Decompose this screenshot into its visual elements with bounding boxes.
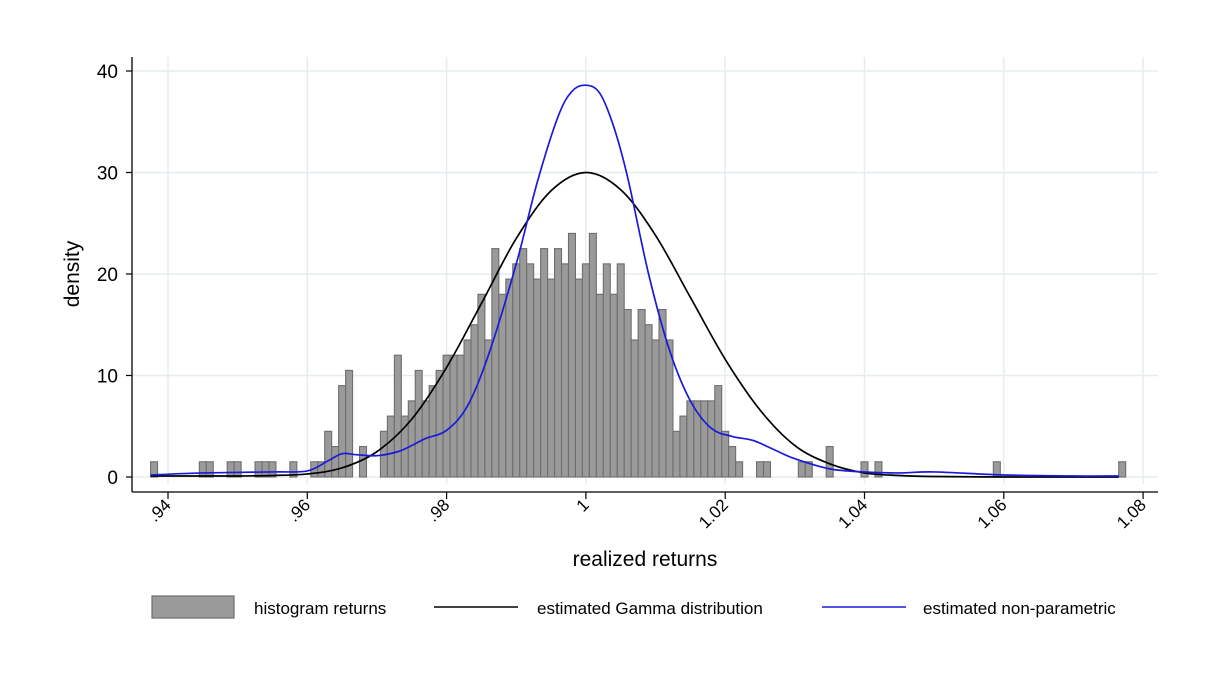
histogram-bar [651, 339, 660, 478]
histogram-bar [874, 461, 883, 478]
histogram-bar [707, 400, 716, 478]
histogram-bar [512, 263, 521, 478]
histogram-bar [1118, 461, 1127, 478]
legend-swatch-histogram [151, 595, 235, 619]
histogram-bar [728, 445, 737, 478]
histogram-bar [672, 430, 681, 478]
histogram-bar [435, 369, 444, 478]
nonparametric-density-line [150, 84, 1119, 477]
gamma-density-line [150, 171, 1119, 478]
histogram-bar [226, 461, 235, 478]
histogram-bar [637, 308, 646, 478]
histogram-bar [505, 278, 514, 478]
axes [126, 57, 1158, 499]
histogram-bar [268, 461, 277, 478]
legend: histogram returns estimated Gamma distri… [151, 595, 1116, 619]
histogram-bar [386, 415, 395, 478]
y-tick-label: 0 [107, 468, 118, 489]
legend-label-histogram: histogram returns [254, 599, 386, 618]
legend-label-nonparametric: estimated non-parametric [923, 599, 1116, 618]
x-tick-label: .96 [284, 495, 314, 525]
histogram-bar [567, 232, 577, 478]
histogram-bar [762, 461, 772, 478]
histogram-bar [609, 293, 618, 478]
histogram-bar [595, 293, 604, 478]
histogram-bar [449, 354, 458, 478]
histogram-bar [644, 324, 653, 478]
histogram-bar [289, 461, 298, 478]
x-tick-label: .98 [423, 495, 453, 525]
histogram-bar [804, 461, 813, 478]
histogram-bar [233, 461, 242, 478]
histogram-bar [358, 445, 368, 478]
x-tick-label: .94 [145, 495, 175, 525]
histogram-bar [331, 445, 340, 478]
histogram-bar [393, 354, 402, 478]
legend-label-gamma: estimated Gamma distribution [537, 599, 763, 618]
histogram-bar [519, 248, 528, 478]
x-axis-title: realized returns [573, 548, 718, 571]
histogram-bar [254, 461, 263, 478]
histogram-bar [755, 461, 765, 478]
y-tick-label: 20 [97, 265, 118, 286]
histogram-bar [547, 278, 556, 478]
histogram-bar [574, 278, 583, 478]
histogram-bar [860, 461, 869, 478]
histogram-bar [616, 263, 625, 478]
histogram-bar [198, 461, 207, 478]
histogram-bar [526, 263, 535, 478]
histogram-bar [345, 369, 354, 478]
histogram-bar [560, 263, 570, 478]
x-tick-label: 1.04 [834, 495, 871, 532]
histogram-bar [721, 430, 730, 478]
y-tick-label: 30 [97, 164, 118, 185]
histogram-bar [602, 263, 611, 478]
histogram-bar [581, 263, 590, 478]
histogram-bar [630, 339, 639, 478]
histogram-bar [679, 415, 688, 478]
histogram-bar [700, 400, 709, 478]
x-tick-label: 1.08 [1113, 495, 1150, 532]
histogram-bar [825, 445, 834, 478]
histogram-bar [686, 400, 695, 478]
histogram-bar [150, 461, 159, 478]
histogram-bar [554, 248, 563, 478]
x-tick-label: 1.06 [974, 495, 1011, 532]
histogram-bar [533, 278, 542, 478]
histogram-bar [470, 324, 479, 478]
histogram-bars [150, 232, 1127, 478]
histogram-bar [261, 461, 270, 478]
histogram-bar [588, 232, 597, 478]
histogram-bar [407, 400, 416, 478]
histogram-bar [477, 293, 486, 478]
x-tick-label: 1 [573, 495, 593, 515]
histogram-bar [623, 308, 632, 478]
y-tick-label: 40 [97, 62, 118, 83]
x-tick-label: 1.02 [695, 495, 732, 532]
histogram-bar [414, 369, 423, 478]
histogram-bar [735, 461, 744, 478]
y-axis-title: density [61, 240, 84, 307]
histogram-bar [205, 461, 214, 478]
histogram-bar [338, 385, 347, 478]
histogram-bar [797, 461, 806, 478]
histogram-bar [665, 339, 674, 478]
histogram-bar [428, 385, 437, 478]
density-lines [150, 84, 1119, 478]
y-tick-label: 10 [97, 367, 118, 388]
histogram-bar [540, 248, 549, 478]
histogram-bar [442, 354, 451, 478]
